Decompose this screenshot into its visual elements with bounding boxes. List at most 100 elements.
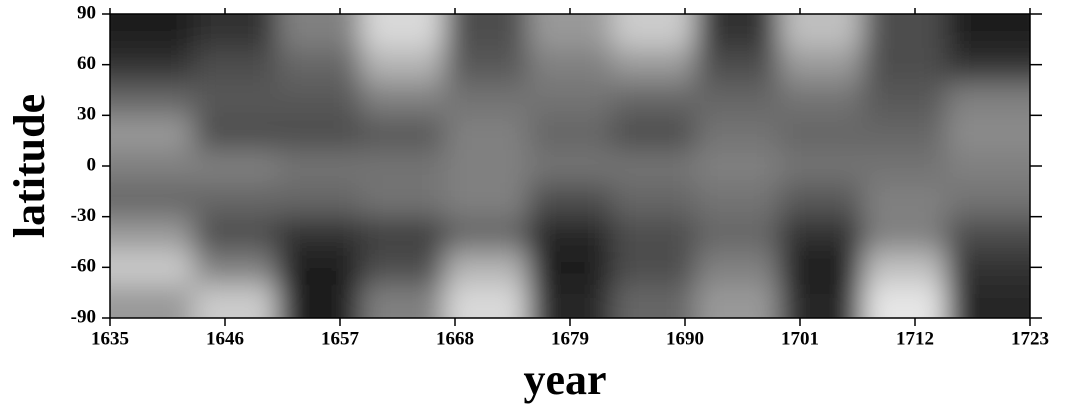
heatmap-cell	[277, 182, 362, 218]
heatmap-cell	[444, 14, 529, 49]
heatmap-cell	[110, 284, 195, 318]
heatmap-cell	[193, 182, 278, 218]
x-axis-title: year	[523, 355, 606, 404]
heatmap-cell	[444, 182, 529, 218]
heatmap-cell	[193, 115, 278, 150]
y-axis-title: latitude	[5, 94, 54, 238]
heatmap-cell	[528, 81, 613, 116]
heatmap-cell	[528, 14, 613, 49]
heatmap-cell	[360, 115, 446, 150]
y-tick-label: -90	[71, 306, 96, 327]
x-tick-label: 1712	[896, 328, 934, 349]
heatmap-cell	[611, 115, 696, 150]
heatmap-cell	[695, 14, 780, 49]
heatmap-cell	[110, 216, 195, 251]
heatmap-cell	[779, 216, 864, 251]
heatmap-cell	[360, 14, 446, 49]
heatmap-cell	[779, 115, 864, 150]
heatmap-cell	[444, 216, 529, 251]
heatmap-cell	[277, 216, 362, 251]
heatmap-cell	[193, 14, 278, 49]
heatmap-cell	[444, 115, 529, 150]
heatmap-cell	[193, 216, 278, 251]
heatmap-cell	[695, 250, 780, 285]
heatmap-cell	[779, 47, 864, 83]
heatmap-cell	[779, 149, 864, 184]
heatmap-cell	[444, 250, 529, 285]
heatmap-cell	[946, 216, 1030, 251]
heatmap-cell	[360, 216, 446, 251]
heatmap-cell	[695, 81, 780, 116]
heatmap-cell	[695, 149, 780, 184]
heatmap-cell	[528, 149, 613, 184]
heatmap-cell	[110, 81, 195, 116]
heatmap-cell	[528, 47, 613, 83]
heatmap-cell	[695, 216, 780, 251]
y-tick-label: -60	[71, 256, 96, 277]
heatmap-cells	[110, 14, 1030, 318]
heatmap-cell	[946, 14, 1030, 49]
heatmap-cell	[110, 182, 195, 218]
heatmap-cell	[277, 14, 362, 49]
heatmap-cell	[946, 284, 1030, 318]
heatmap-cell	[611, 81, 696, 116]
heatmap-cell	[862, 216, 947, 251]
heatmap-cell	[779, 14, 864, 49]
heatmap-cell	[277, 47, 362, 83]
heatmap-cell	[193, 81, 278, 116]
y-tick-label: -30	[71, 205, 96, 226]
x-tick-label: 1635	[91, 328, 129, 349]
heatmap-cell	[360, 182, 446, 218]
heatmap-cell	[110, 149, 195, 184]
y-tick-label: 30	[77, 104, 96, 125]
x-tick-label: 1679	[551, 328, 589, 349]
heatmap-cell	[360, 250, 446, 285]
heatmap-cell	[611, 182, 696, 218]
heatmap-cell	[277, 115, 362, 150]
heatmap-cell	[862, 115, 947, 150]
heatmap-cell	[779, 182, 864, 218]
heatmap-cell	[528, 115, 613, 150]
heatmap-cell	[946, 81, 1030, 116]
y-tick-label: 60	[77, 53, 96, 74]
heatmap-cell	[946, 115, 1030, 150]
y-tick-label: 0	[87, 154, 97, 175]
x-tick-label: 1701	[781, 328, 819, 349]
heatmap-cell	[946, 182, 1030, 218]
heatmap-cell	[193, 47, 278, 83]
heatmap-cell	[695, 284, 780, 318]
heatmap-cell	[946, 250, 1030, 285]
heatmap-cell	[611, 14, 696, 49]
heatmap	[110, 14, 1030, 318]
heatmap-cell	[528, 284, 613, 318]
heatmap-cell	[360, 284, 446, 318]
heatmap-cell	[862, 47, 947, 83]
heatmap-cell	[862, 284, 947, 318]
heatmap-cell	[110, 14, 195, 49]
heatmap-cell	[611, 284, 696, 318]
x-tick-label: 1646	[206, 328, 244, 349]
heatmap-cell	[528, 216, 613, 251]
heatmap-cell	[862, 81, 947, 116]
x-tick-label: 1690	[666, 328, 704, 349]
heatmap-cell	[946, 149, 1030, 184]
y-tick-label: 90	[77, 2, 96, 23]
heatmap-cell	[360, 47, 446, 83]
heatmap-cell	[444, 81, 529, 116]
heatmap-cell	[193, 284, 278, 318]
heatmap-cell	[277, 284, 362, 318]
heatmap-cell	[862, 250, 947, 285]
heatmap-cell	[110, 115, 195, 150]
heatmap-cell	[611, 216, 696, 251]
x-tick-label: 1657	[321, 328, 360, 349]
heatmap-cell	[611, 149, 696, 184]
heatmap-cell	[110, 47, 195, 83]
heatmap-cell	[360, 81, 446, 116]
heatmap-cell	[862, 182, 947, 218]
heatmap-cell	[444, 47, 529, 83]
heatmap-cell	[695, 182, 780, 218]
heatmap-cell	[779, 81, 864, 116]
heatmap-cell	[110, 250, 195, 285]
